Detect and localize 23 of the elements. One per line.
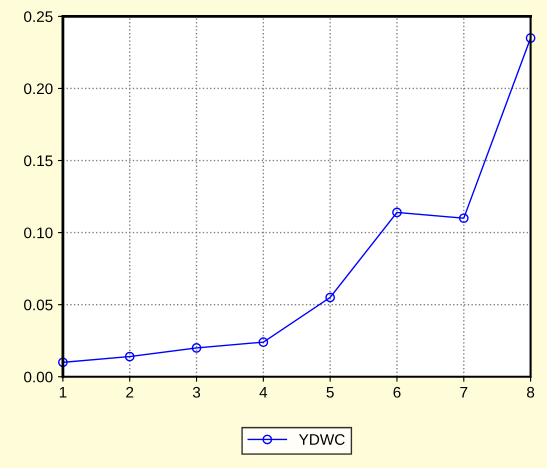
point bbox=[392, 208, 402, 218]
y-tick-label: 0.20 bbox=[24, 83, 53, 94]
y-tick-label: 0.00 bbox=[24, 372, 53, 382]
point bbox=[458, 213, 469, 224]
x-tick-label: 7 bbox=[460, 387, 468, 398]
point bbox=[58, 357, 68, 368]
y-tick-label: 0.25 bbox=[24, 11, 53, 22]
x-tick-label: 6 bbox=[393, 386, 401, 398]
legend-label: YDWC bbox=[298, 434, 345, 445]
x-tick-label: 3 bbox=[192, 386, 200, 398]
point bbox=[526, 33, 536, 43]
x-tick-label: 4 bbox=[259, 387, 268, 398]
x-tick-label: 8 bbox=[527, 386, 534, 398]
x-tick-label: 2 bbox=[126, 386, 134, 398]
point bbox=[192, 343, 202, 353]
x-tick-label: 1 bbox=[60, 387, 66, 398]
x-tick-label: 5 bbox=[326, 387, 334, 398]
point bbox=[258, 337, 268, 348]
point bbox=[124, 352, 135, 362]
point bbox=[325, 292, 336, 302]
y-tick-label: 0.10 bbox=[24, 227, 53, 238]
y-tick-label: 0.15 bbox=[24, 155, 53, 166]
y-tick-label: 0.05 bbox=[24, 300, 53, 310]
